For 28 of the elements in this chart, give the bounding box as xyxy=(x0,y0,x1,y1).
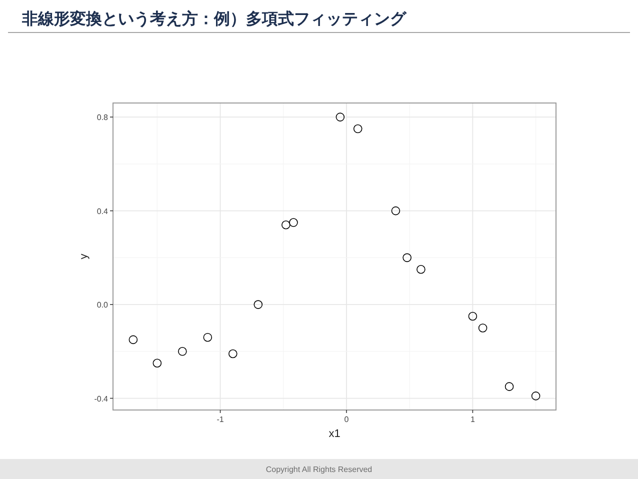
chart-title: 非線形変換という考え方：例）多項式フィッティング xyxy=(21,9,407,28)
point xyxy=(416,264,426,274)
point xyxy=(402,253,412,262)
point xyxy=(468,312,478,321)
point xyxy=(152,358,162,368)
x-tick-label: 1 xyxy=(470,415,476,424)
point xyxy=(128,335,138,344)
point xyxy=(282,220,290,230)
point xyxy=(504,382,514,391)
point xyxy=(254,300,263,309)
point xyxy=(289,218,298,227)
point xyxy=(178,347,187,356)
point xyxy=(228,349,238,358)
y-tick-label: 0.0 xyxy=(96,300,109,310)
point xyxy=(531,392,540,400)
text: Copyright All Rights Reserved xyxy=(266,465,372,474)
y-tick-label: -0.4 xyxy=(94,394,109,404)
x-tick-label: 0 xyxy=(344,415,350,424)
x-tick-label: -1 xyxy=(216,415,224,424)
y-tick-label: 0.4 xyxy=(96,206,109,216)
point xyxy=(203,332,212,342)
point xyxy=(478,324,488,332)
point xyxy=(391,206,400,216)
y-axis-title: y xyxy=(78,253,90,260)
x-axis-title: x1 xyxy=(328,428,340,440)
point xyxy=(353,124,362,134)
point xyxy=(336,112,345,122)
y-tick-label: 0.8 xyxy=(96,113,109,122)
